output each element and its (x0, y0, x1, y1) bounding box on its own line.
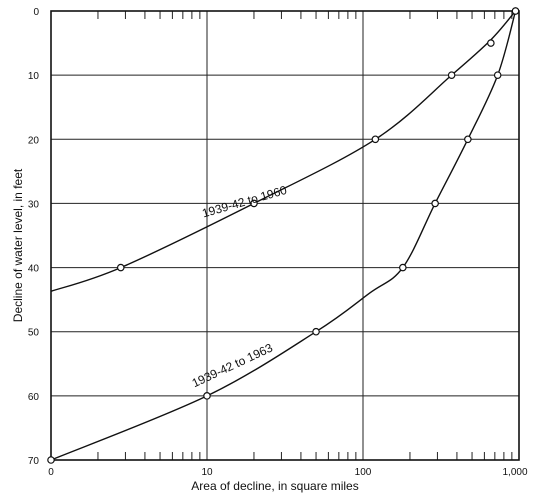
curve-1 (50, 10, 517, 461)
curves (50, 10, 517, 461)
data-point (203, 392, 211, 400)
data-point (493, 71, 502, 79)
x-tick-label: 1,000 (502, 467, 527, 478)
data-point (464, 135, 472, 144)
data-point (511, 7, 520, 15)
y-tick-labels: 0 10 20 30 40 50 60 70 (28, 7, 40, 467)
y-tick-label: 50 (28, 328, 40, 339)
curve-0 (50, 10, 517, 292)
x-tick-label: 0 (48, 467, 54, 478)
y-tick-label: 0 (33, 7, 39, 18)
data-point (487, 39, 495, 47)
y-tick-label: 10 (28, 71, 40, 82)
curve-label-1960: 1939-42 to 1960 (200, 183, 288, 221)
data-points (47, 7, 520, 464)
y-tick-label: 30 (28, 199, 40, 210)
data-point (431, 199, 439, 208)
data-point (250, 199, 258, 208)
y-tick-label: 70 (28, 456, 40, 467)
data-point (447, 71, 456, 79)
data-point (312, 327, 320, 336)
x-axis-title: Area of decline, in square miles (191, 479, 358, 493)
plot-frame (50, 10, 520, 461)
data-point (371, 135, 380, 144)
y-tick-label: 60 (28, 392, 40, 403)
y-tick-label: 40 (28, 264, 40, 275)
data-point (116, 263, 125, 272)
minor-ticks (97, 11, 513, 460)
data-point (47, 456, 55, 464)
x-tick-label: 10 (201, 467, 213, 478)
x-tick-labels: 0 10 100 1,000 (48, 467, 528, 478)
y-axis-title: Decline of water level, in feet (11, 168, 25, 322)
x-tick-label: 100 (355, 467, 372, 478)
data-point (399, 263, 407, 272)
y-tick-label: 20 (28, 135, 40, 146)
